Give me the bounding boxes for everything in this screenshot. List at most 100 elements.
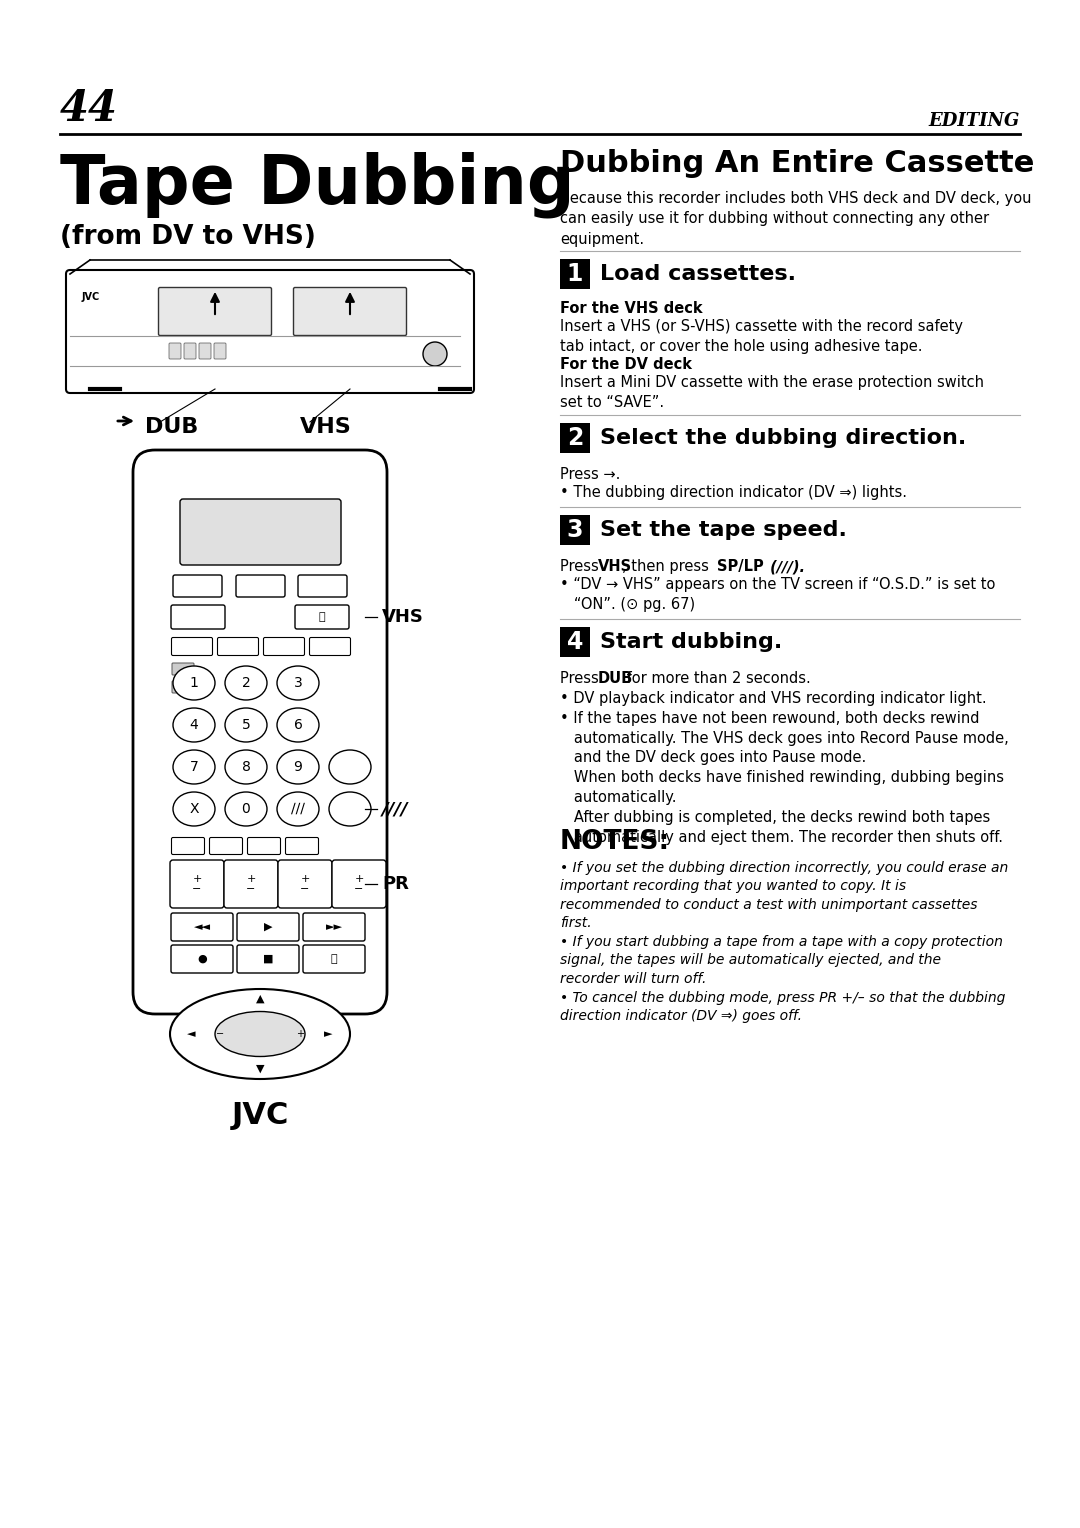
Text: 1: 1 [190, 675, 199, 691]
Text: ◄: ◄ [187, 1028, 195, 1039]
Text: +
−: + − [246, 874, 256, 894]
FancyBboxPatch shape [303, 944, 365, 973]
Text: 4: 4 [190, 718, 199, 732]
Text: JVC: JVC [231, 1102, 288, 1131]
Text: 7: 7 [190, 759, 199, 775]
Text: ●: ● [198, 953, 207, 964]
FancyBboxPatch shape [214, 342, 226, 359]
Text: 5: 5 [242, 718, 251, 732]
Text: ▼: ▼ [256, 1063, 265, 1074]
Ellipse shape [225, 750, 267, 784]
FancyBboxPatch shape [171, 605, 225, 630]
Text: +
−: + − [192, 874, 202, 894]
Text: EDITING: EDITING [929, 112, 1020, 130]
FancyBboxPatch shape [294, 287, 406, 336]
Text: Press →.: Press →. [561, 468, 620, 481]
Text: 6: 6 [294, 718, 302, 732]
Ellipse shape [170, 989, 350, 1079]
Bar [561, 626, 590, 657]
Text: +
−: + − [354, 874, 364, 894]
Text: DUB: DUB [145, 417, 199, 437]
Text: ⏻: ⏻ [319, 613, 325, 622]
FancyBboxPatch shape [278, 860, 332, 908]
Text: 0: 0 [242, 802, 251, 816]
Text: ∕∕∕: ∕∕∕ [292, 802, 305, 816]
Text: ////: //// [382, 801, 408, 817]
FancyBboxPatch shape [310, 637, 351, 656]
Text: VHS: VHS [300, 417, 352, 437]
Ellipse shape [173, 792, 215, 827]
FancyBboxPatch shape [133, 451, 387, 1015]
FancyBboxPatch shape [295, 605, 349, 630]
Text: 9: 9 [294, 759, 302, 775]
Text: For the VHS deck: For the VHS deck [561, 301, 703, 316]
Ellipse shape [276, 666, 319, 700]
FancyBboxPatch shape [168, 342, 181, 359]
FancyBboxPatch shape [224, 860, 278, 908]
Bar [561, 515, 590, 545]
Text: For the DV deck: For the DV deck [561, 358, 692, 371]
Ellipse shape [173, 707, 215, 743]
Text: Because this recorder includes both VHS deck and DV deck, you
can easily use it : Because this recorder includes both VHS … [561, 191, 1031, 248]
FancyBboxPatch shape [184, 342, 195, 359]
Ellipse shape [225, 792, 267, 827]
Ellipse shape [329, 792, 372, 827]
FancyBboxPatch shape [237, 575, 285, 597]
FancyBboxPatch shape [170, 860, 224, 908]
Text: NOTES:: NOTES: [561, 830, 670, 856]
Text: ⏸: ⏸ [330, 953, 337, 964]
Text: Press: Press [561, 559, 606, 575]
FancyBboxPatch shape [172, 837, 204, 854]
Text: 2: 2 [567, 426, 583, 451]
Text: +: + [296, 1028, 303, 1039]
Text: SP/LP: SP/LP [717, 559, 764, 575]
FancyBboxPatch shape [285, 837, 319, 854]
Text: X: X [189, 802, 199, 816]
Text: 3: 3 [567, 518, 583, 542]
Text: Set the tape speed.: Set the tape speed. [600, 520, 847, 539]
Text: ■: ■ [262, 953, 273, 964]
Text: Dubbing An Entire Cassette: Dubbing An Entire Cassette [561, 150, 1035, 177]
FancyBboxPatch shape [172, 663, 194, 675]
FancyBboxPatch shape [172, 637, 213, 656]
Text: ◄◄: ◄◄ [193, 921, 211, 932]
Text: VHS: VHS [598, 559, 632, 575]
Ellipse shape [225, 666, 267, 700]
Text: Insert a VHS (or S-VHS) cassette with the record safety
tab intact, or cover the: Insert a VHS (or S-VHS) cassette with th… [561, 319, 963, 354]
Text: Insert a Mini DV cassette with the erase protection switch
set to “SAVE”.: Insert a Mini DV cassette with the erase… [561, 374, 984, 410]
Text: Tape Dubbing: Tape Dubbing [60, 151, 575, 219]
Ellipse shape [276, 707, 319, 743]
Text: 2: 2 [242, 675, 251, 691]
Text: 4: 4 [567, 630, 583, 654]
Text: ►►: ►► [325, 921, 342, 932]
Text: DUB: DUB [598, 671, 633, 686]
FancyBboxPatch shape [199, 342, 211, 359]
Ellipse shape [329, 750, 372, 784]
FancyBboxPatch shape [237, 914, 299, 941]
Ellipse shape [276, 792, 319, 827]
Text: • The dubbing direction indicator (DV ⇒) lights.: • The dubbing direction indicator (DV ⇒)… [561, 484, 907, 500]
Text: 3: 3 [294, 675, 302, 691]
Ellipse shape [215, 1012, 305, 1056]
Text: +
−: + − [300, 874, 310, 894]
Text: ▲: ▲ [256, 995, 265, 1004]
Ellipse shape [173, 750, 215, 784]
Text: 1: 1 [567, 261, 583, 286]
Text: Start dubbing.: Start dubbing. [600, 633, 782, 652]
Ellipse shape [225, 707, 267, 743]
FancyBboxPatch shape [298, 575, 347, 597]
Text: 8: 8 [242, 759, 251, 775]
Bar [561, 423, 590, 452]
Text: (from DV to VHS): (from DV to VHS) [60, 225, 315, 251]
FancyBboxPatch shape [180, 500, 341, 565]
Text: • “DV → VHS” appears on the TV screen if “O.S.D.” is set to
   “ON”. (⊙ pg. 67): • “DV → VHS” appears on the TV screen if… [561, 578, 996, 611]
Text: VHS: VHS [382, 608, 423, 626]
Text: Press: Press [561, 671, 606, 686]
FancyBboxPatch shape [237, 944, 299, 973]
Text: −: − [216, 1028, 225, 1039]
FancyBboxPatch shape [332, 860, 386, 908]
Text: • To cancel the dubbing mode, press PR +/– so that the dubbing
direction indicat: • To cancel the dubbing mode, press PR +… [561, 992, 1005, 1024]
FancyBboxPatch shape [172, 681, 194, 694]
Ellipse shape [173, 666, 215, 700]
Text: (∕∕∕).: (∕∕∕). [765, 559, 805, 575]
